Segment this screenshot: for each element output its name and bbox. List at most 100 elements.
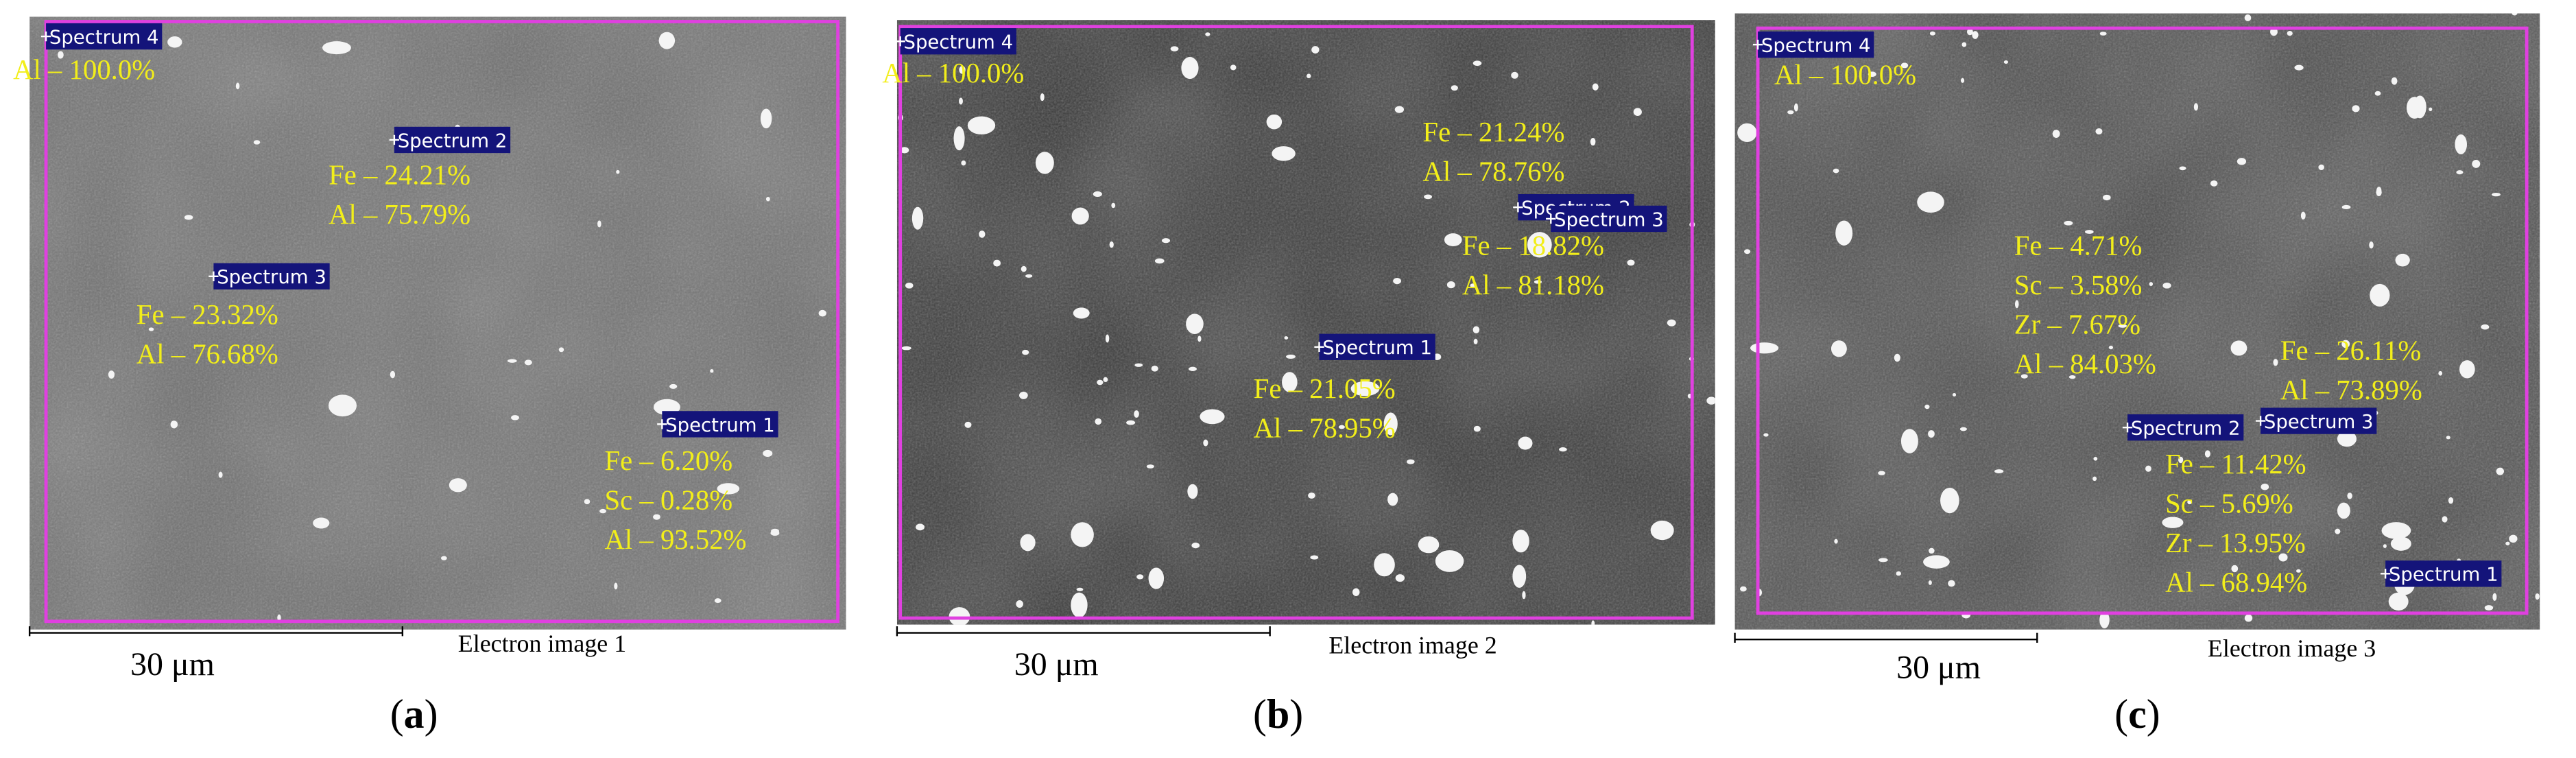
particle <box>2118 324 2127 328</box>
particle <box>2210 180 2218 187</box>
particle <box>763 449 773 457</box>
particle <box>2370 283 2390 307</box>
particle <box>1136 574 1144 580</box>
particle <box>1282 372 1298 392</box>
particle <box>1186 313 1204 335</box>
particle <box>2020 374 2028 379</box>
particle <box>2448 497 2454 504</box>
particle <box>339 411 345 416</box>
spectrum-label-box <box>46 23 163 50</box>
particle <box>2347 493 2352 499</box>
particle <box>1750 342 1779 354</box>
particle <box>449 478 467 493</box>
particle <box>1470 283 1476 288</box>
particle <box>2376 187 2382 194</box>
particle <box>967 116 996 134</box>
scale-label: 30 μm <box>1014 646 1099 683</box>
spectrum-marker <box>1752 39 1763 50</box>
particle <box>2388 592 2409 611</box>
particle <box>2383 544 2387 548</box>
particle <box>1395 574 1405 582</box>
composition-line: Fe – 6.20% <box>605 445 733 476</box>
particle <box>2446 436 2450 440</box>
particle <box>2491 192 2501 197</box>
particle <box>2064 220 2073 226</box>
particle <box>1900 62 1909 69</box>
particle <box>1961 42 1967 47</box>
particle <box>1435 550 1464 572</box>
particle <box>2481 324 2490 330</box>
particle <box>1444 233 1462 247</box>
spectrum-marker <box>895 36 905 47</box>
spectrum-marker <box>657 419 667 429</box>
particle <box>1197 335 1202 342</box>
particle <box>1928 430 1935 438</box>
particle <box>1109 241 1114 248</box>
composition-line: Al – 75.79% <box>329 199 470 230</box>
particle <box>218 471 223 478</box>
particle <box>2193 103 2199 111</box>
spectrum-label: Spectrum 3 <box>217 266 326 288</box>
particle <box>1272 146 1296 161</box>
particle <box>1878 471 1885 475</box>
composition-line: Sc – 0.28% <box>605 485 733 516</box>
composition-line: Zr – 13.95% <box>2165 528 2306 558</box>
spectrum-label: Spectrum 1 <box>2389 564 2499 586</box>
spectrum-marker <box>2380 569 2391 579</box>
particle <box>1230 64 1237 71</box>
spectrum-marker <box>1513 202 1523 213</box>
particle <box>714 598 721 604</box>
spectrum-label-box <box>1758 31 1874 58</box>
particle <box>2442 516 2448 523</box>
particle <box>1095 418 1102 425</box>
spectrum-area-frame <box>1756 26 2529 615</box>
composition-line: Fe – 26.11% <box>2280 335 2421 366</box>
particle <box>184 215 193 220</box>
particle <box>2535 593 2540 600</box>
particle <box>2369 241 2374 249</box>
spectrum-label: Spectrum 1 <box>665 414 775 436</box>
micrograph <box>1734 13 2540 630</box>
particle <box>2231 565 2239 573</box>
particle <box>2341 204 2351 210</box>
composition-line: Zr – 7.67% <box>2014 309 2140 340</box>
particle <box>2484 605 2494 611</box>
particle <box>2429 107 2433 112</box>
particle <box>1022 349 1029 355</box>
particle <box>669 383 678 389</box>
particle <box>2099 32 2107 36</box>
particle <box>253 140 261 145</box>
particle <box>961 160 966 166</box>
panel-letter-char: a <box>404 691 425 737</box>
particle <box>2455 134 2468 155</box>
composition-line: Al – 78.76% <box>1422 156 1564 187</box>
particle <box>1917 191 1944 213</box>
particle <box>1739 586 1747 592</box>
particle <box>1352 588 1360 596</box>
particle <box>2261 483 2269 490</box>
scale-bar <box>896 626 1271 637</box>
particle <box>1189 366 1197 371</box>
particle <box>1522 591 1526 600</box>
particle <box>2162 517 2184 528</box>
particle <box>1834 538 1838 544</box>
particle <box>170 421 178 429</box>
image-caption: Electron image 3 <box>2208 635 2376 662</box>
particle <box>1518 436 1533 450</box>
panel: Spectrum 4 Al – 100.0% Spectrum 2 Fe – 4.71… <box>1734 13 2540 737</box>
particle <box>2374 91 2381 96</box>
particle <box>1071 592 1088 618</box>
particle <box>905 282 914 289</box>
particle <box>2179 166 2186 171</box>
spectrum-label: Spectrum 4 <box>903 32 1013 54</box>
particle <box>1894 353 1900 362</box>
particle <box>1071 207 1089 225</box>
particle <box>1019 391 1028 399</box>
particle <box>2287 31 2293 36</box>
particle <box>1763 433 1769 437</box>
particle <box>1473 425 1481 432</box>
particle <box>1928 580 1932 585</box>
composition-line: Fe – 4.71% <box>2014 230 2143 261</box>
particle <box>1473 338 1478 344</box>
spectrum-marker <box>2255 416 2266 426</box>
